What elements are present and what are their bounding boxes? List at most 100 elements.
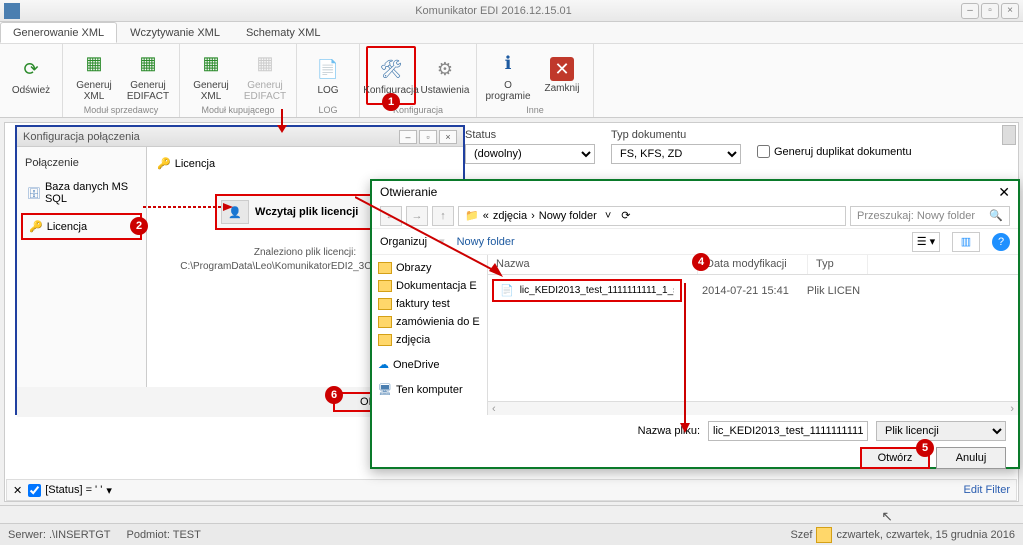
minimize-button[interactable]: –: [961, 3, 979, 19]
folder-icon: [378, 262, 392, 274]
config-maximize[interactable]: ▫: [419, 130, 437, 144]
about-button[interactable]: ℹ O programie: [483, 46, 533, 105]
filter-enabled-checkbox[interactable]: [28, 484, 41, 497]
type-filter[interactable]: FS, KFS, ZD: [611, 144, 741, 164]
tab-schemas[interactable]: Schematy XML: [233, 22, 334, 43]
nav-license[interactable]: 🔑 Licencja 2: [21, 213, 142, 240]
badge-2: 2: [130, 217, 148, 235]
nav-db[interactable]: 🗄 Baza danych MS SQL: [21, 176, 142, 210]
type-filter-label: Typ dokumentu: [611, 129, 741, 141]
chevron-down-icon[interactable]: ˅: [605, 210, 611, 222]
open-button-label: Otwórz: [878, 452, 913, 464]
path-seg-1[interactable]: zdjęcia: [493, 210, 527, 222]
search-input[interactable]: Przeszukaj: Nowy folder 🔍: [850, 206, 1010, 226]
refresh-icon[interactable]: ⟳: [621, 209, 630, 222]
load-license-label: Wczytaj plik licencji: [255, 206, 358, 218]
tree-item[interactable]: Dokumentacja E: [376, 277, 483, 295]
restore-button[interactable]: ▫: [981, 3, 999, 19]
group-buyer-label: Moduł kupującego: [186, 105, 290, 115]
xml-icon: ▦: [197, 50, 225, 78]
scrollbar[interactable]: [1002, 125, 1016, 145]
help-button[interactable]: ?: [992, 233, 1010, 251]
edit-filter-link[interactable]: Edit Filter: [964, 484, 1010, 496]
db-icon: 🗄: [27, 187, 41, 200]
content-title-text: Licencja: [175, 158, 215, 170]
filter-expression-bar: ✕ [Status] = ' ' ▾ Edit Filter: [6, 479, 1017, 501]
config-minimize[interactable]: –: [399, 130, 417, 144]
filetype-select[interactable]: Plik licencji: [876, 421, 1006, 441]
refresh-button[interactable]: ⟳ Odśwież: [6, 46, 56, 105]
tree-item[interactable]: faktury test: [376, 295, 483, 313]
path-seg-2[interactable]: Nowy folder: [539, 210, 597, 222]
folder-icon: [378, 298, 392, 310]
badge-4: 4: [692, 253, 710, 271]
config-nav: Połączenie 🗄 Baza danych MS SQL 🔑 Licenc…: [17, 147, 147, 387]
file-name: lic_KEDI2013_test_1111111111_1_s_201407.…: [520, 285, 674, 296]
tree-item[interactable]: Obrazy: [376, 259, 483, 277]
tab-generate-xml[interactable]: Generowanie XML: [0, 22, 117, 43]
log-button[interactable]: 📄 LOG: [303, 46, 353, 105]
tree-item[interactable]: zamówienia do E: [376, 313, 483, 331]
forward-button[interactable]: →: [406, 206, 428, 226]
gen-xml2-button[interactable]: ▦ Generuj XML: [186, 46, 236, 105]
config-content-title: 🔑 Licencja: [153, 153, 457, 174]
folder-tree: Obrazy Dokumentacja E faktury test zamów…: [372, 255, 488, 415]
file-icon: 📄: [500, 284, 514, 297]
config-button[interactable]: 🛠 Konfiguracja 1: [366, 46, 416, 105]
tab-load-xml[interactable]: Wczytywanie XML: [117, 22, 233, 43]
info-icon: ℹ: [494, 50, 522, 78]
close-button[interactable]: ×: [1001, 3, 1019, 19]
new-folder-button[interactable]: Nowy folder: [457, 236, 515, 248]
config-close[interactable]: ×: [439, 130, 457, 144]
onedrive-icon: ☁: [378, 358, 389, 371]
gen-xml-label: Generuj XML: [71, 80, 117, 102]
tree-item[interactable]: zdjęcia: [376, 331, 483, 349]
search-placeholder: Przeszukaj: Nowy folder: [857, 210, 975, 222]
group-seller-label: Moduł sprzedawcy: [69, 105, 173, 115]
log-label: LOG: [317, 85, 338, 96]
badge-1: 1: [382, 93, 400, 111]
config-window-title: Konfiguracja połączenia – ▫ ×: [17, 127, 463, 147]
tree-item[interactable]: 🖥Ten komputer: [376, 380, 483, 399]
config-nav-header: Połączenie: [21, 153, 142, 173]
od-title-text: Otwieranie: [380, 185, 437, 199]
close-icon: ✕: [550, 57, 574, 81]
preview-button[interactable]: ▥: [952, 232, 980, 252]
open-button[interactable]: Otwórz 5: [860, 447, 930, 469]
badge-5: 5: [916, 439, 934, 457]
organize-button[interactable]: Organizuj: [380, 236, 427, 248]
view-button[interactable]: ☰ ▾: [912, 232, 940, 252]
file-row[interactable]: 📄 lic_KEDI2013_test_1111111111_1_s_20140…: [492, 279, 682, 302]
load-license-button[interactable]: 👤 Wczytaj plik licencji 3: [215, 194, 395, 230]
podmiot-label: Podmiot: TEST: [126, 529, 200, 541]
col-name[interactable]: Nazwa: [488, 255, 698, 274]
path-box[interactable]: 📁 « zdjęcia › Nowy folder ˅ ⟳: [458, 206, 846, 226]
col-type[interactable]: Typ: [808, 255, 868, 274]
status-filter[interactable]: (dowolny): [465, 144, 595, 164]
close-label: Zamknij: [544, 83, 579, 94]
back-button[interactable]: ←: [380, 206, 402, 226]
gen-xml-button[interactable]: ▦ Generuj XML: [69, 46, 119, 105]
gen-edifact-button[interactable]: ▦ Generuj EDIFACT: [123, 46, 173, 105]
edifact-icon: ▦: [251, 50, 279, 78]
refresh-label: Odśwież: [12, 85, 50, 96]
folder-icon: 📁: [465, 209, 479, 222]
close-button[interactable]: ✕ Zamknij: [537, 46, 587, 105]
od-close-button[interactable]: ✕: [998, 184, 1010, 201]
up-button[interactable]: ↑: [432, 206, 454, 226]
filter-expression: [Status] = ' ': [45, 484, 102, 496]
duplicate-checkbox[interactable]: [757, 145, 770, 158]
cancel-button[interactable]: Anuluj: [936, 447, 1006, 469]
settings-button[interactable]: ⚙ Ustawienia: [420, 46, 470, 105]
filename-input[interactable]: [708, 421, 868, 441]
folder-icon: [378, 334, 392, 346]
tree-item[interactable]: ☁OneDrive: [376, 355, 483, 374]
nav-license-label: Licencja: [47, 221, 87, 233]
file-type: Plik LICEN: [807, 285, 860, 297]
server-label: Serwer: .\INSERTGT: [8, 529, 110, 541]
col-date[interactable]: Data modyfikacji 4: [698, 255, 808, 274]
main-area: Status (dowolny) Typ dokumentu FS, KFS, …: [4, 122, 1019, 502]
cancel-label: Anuluj: [956, 452, 987, 464]
filter-close[interactable]: ✕: [13, 484, 22, 497]
config-title-text: Konfiguracja połączenia: [23, 131, 140, 143]
